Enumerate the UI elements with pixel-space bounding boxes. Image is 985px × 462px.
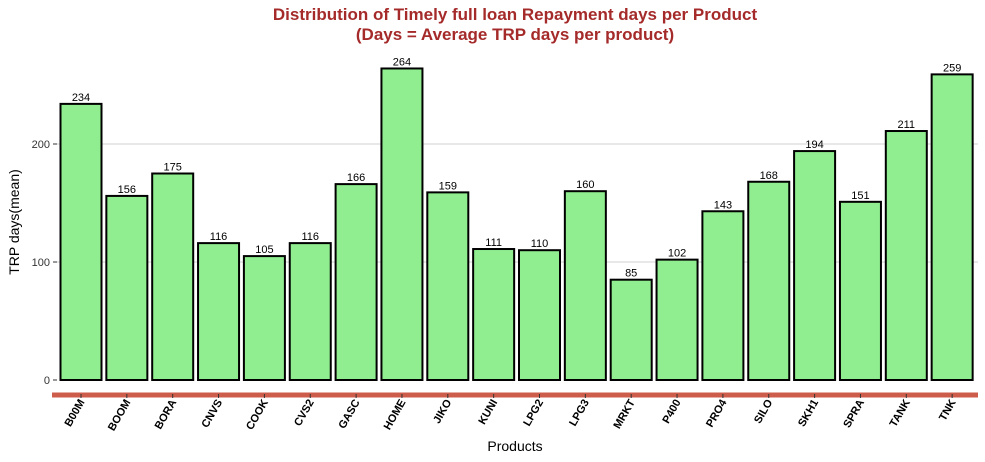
x-tick-label: JIKO: [431, 397, 454, 426]
bar-mrkt: [609, 278, 653, 382]
bar-cook: [242, 255, 286, 382]
data-label: 111: [485, 237, 502, 249]
x-tick-label: SKH1: [796, 398, 821, 429]
bar-tnk: [930, 73, 974, 381]
x-tick-label: KUNI: [476, 398, 500, 427]
data-labels: 234 156 175 116 105 116 166 264 159 111 110 160 85 10…: [72, 56, 962, 279]
x-tick-label: GASC: [336, 397, 362, 431]
bar-boom: [105, 194, 149, 381]
y-tick-label: 0: [44, 375, 50, 387]
data-label: 105: [255, 244, 273, 256]
x-tick-label: COOK: [244, 397, 271, 432]
data-label: 211: [898, 119, 916, 131]
x-tick-label: TANK: [888, 397, 913, 429]
bar-kuni: [472, 248, 516, 381]
x-tick-label: CVS2: [292, 398, 317, 429]
bar-pro4: [701, 210, 745, 381]
bar-bora: [151, 172, 195, 381]
bars: [59, 67, 974, 382]
data-label: 259: [943, 62, 961, 74]
x-axis-label: Products: [487, 438, 542, 454]
y-axis-ticks: 0 100 200: [32, 139, 57, 387]
x-tick-label: BOOM: [106, 398, 134, 434]
bar-cvs2: [288, 242, 332, 381]
x-tick-label: P400: [660, 398, 683, 426]
data-label: 166: [347, 172, 365, 184]
data-label: 264: [393, 56, 411, 68]
bar-lpg2: [518, 249, 561, 381]
data-label: 194: [805, 139, 823, 151]
bar-lpg3: [563, 190, 607, 381]
data-label: 159: [439, 180, 457, 192]
bar-cnvs: [197, 242, 241, 381]
x-tick-label: MRKT: [612, 397, 638, 431]
data-label: 156: [118, 184, 136, 196]
x-tick-label: LPG2: [521, 398, 546, 429]
y-tick-label: 200: [32, 139, 50, 151]
bar-gasc: [334, 183, 378, 381]
bar-p400: [655, 258, 699, 382]
y-tick-label: 100: [32, 257, 50, 269]
bar-jiko: [426, 191, 470, 381]
data-label: 175: [164, 162, 182, 174]
bar-b00m: [59, 102, 103, 381]
chart-subtitle: (Days = Average TRP days per product): [356, 25, 674, 44]
data-label: 160: [576, 179, 594, 191]
bar-spra: [838, 200, 882, 381]
x-tick-label: TNK: [937, 397, 959, 423]
data-label: 116: [301, 231, 319, 243]
x-tick-label: CNVS: [199, 398, 225, 430]
bar-home: [380, 67, 424, 381]
x-tick-label: LPG3: [567, 398, 592, 429]
x-tick-label: SILO: [752, 397, 775, 426]
data-label: 143: [714, 199, 732, 211]
x-tick-label: SPRA: [841, 397, 867, 430]
x-tick-label: BORA: [153, 397, 180, 431]
data-label: 85: [625, 268, 637, 280]
y-axis-label: TRP days(mean): [6, 169, 22, 275]
bar-tank: [884, 130, 928, 381]
x-tick-label: B00M: [63, 398, 88, 429]
chart-title: Distribution of Timely full loan Repayme…: [273, 5, 758, 24]
data-label: 151: [851, 190, 869, 202]
data-label: 110: [531, 238, 549, 250]
data-label: 234: [72, 92, 90, 104]
bar-silo: [747, 180, 791, 381]
data-label: 168: [760, 170, 778, 182]
bar-skh1: [793, 150, 837, 381]
data-label: 116: [210, 231, 228, 243]
x-tick-label: PRO4: [704, 397, 730, 430]
data-label: 102: [668, 248, 686, 260]
x-tick-label: HOME: [382, 398, 409, 433]
x-axis-ticks: B00M BOOM BORA CNVS COOK CVS2 GASC HOME JIKO KUNI…: [63, 394, 959, 433]
